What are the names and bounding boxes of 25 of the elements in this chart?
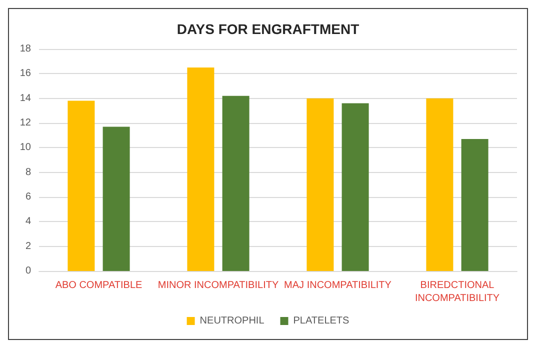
y-tick-label: 0 bbox=[25, 266, 32, 276]
x-tick-label: MAJ INCOMPATIBILITY bbox=[284, 280, 392, 291]
y-tick-label: 12 bbox=[20, 118, 32, 128]
x-tick-label: ABO COMPATIBLE bbox=[55, 280, 143, 291]
y-tick-label: 18 bbox=[20, 44, 32, 54]
chart-title: DAYS FOR ENGRAFTMENT bbox=[176, 21, 360, 37]
y-tick-label: 14 bbox=[20, 92, 32, 104]
y-tick-label: 2 bbox=[25, 240, 32, 252]
x-tick-label: MINOR INCOMPATIBILITY bbox=[158, 280, 279, 291]
bar bbox=[102, 126, 130, 271]
legend-label: PLATELETS bbox=[293, 316, 350, 326]
y-tick-label: 6 bbox=[25, 192, 32, 202]
bar bbox=[68, 100, 95, 271]
bar bbox=[187, 68, 214, 271]
y-tick-label: 8 bbox=[25, 166, 32, 178]
bar bbox=[222, 96, 250, 271]
bar bbox=[461, 139, 488, 271]
bar bbox=[426, 98, 454, 271]
y-tick-label: 4 bbox=[25, 216, 32, 228]
y-tick-label: 16 bbox=[20, 68, 32, 80]
y-tick-label: 10 bbox=[20, 142, 32, 154]
bar bbox=[306, 98, 334, 271]
x-tick-label: BIREDCTIONAL INCOMPATIBILITY bbox=[414, 280, 500, 304]
legend-label: NEUTROPHIL bbox=[200, 316, 265, 326]
bar bbox=[342, 103, 369, 271]
